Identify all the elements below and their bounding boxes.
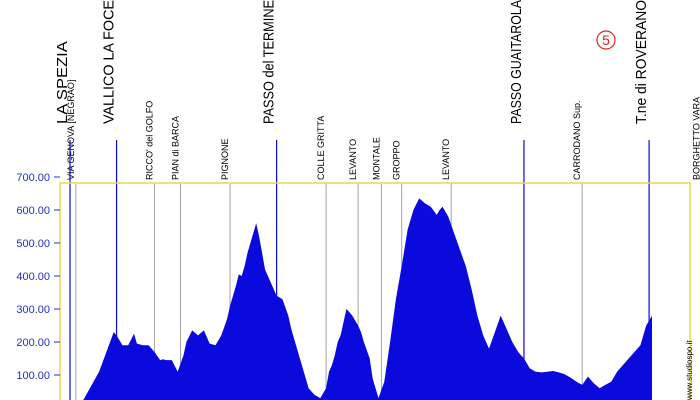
waypoint-label: PIGNONE [220, 138, 230, 180]
y-tick-label: 500.00 [16, 238, 50, 250]
waypoint-label: VALLICO LA FOCE [101, 0, 118, 124]
y-tick-label: 300.00 [16, 304, 50, 316]
y-axis: 100.00 200.00 300.00 400.00 500.00 600.00 700.… [16, 172, 60, 382]
credit-text: www.studiospo.it [685, 340, 694, 400]
waypoint-label: PASSO del TERMINE [261, 0, 278, 124]
plot-frame [59, 182, 691, 400]
waypoint-label: MONTALE [371, 137, 381, 180]
waypoint-label: PIAN di BARCA [171, 116, 181, 180]
stage-badge: 5 [596, 30, 616, 50]
elevation-area [70, 198, 652, 400]
waypoint-label: PASSO GUAITAROLA [508, 0, 525, 124]
waypoint-label: RICCO' del GOLFO [144, 101, 154, 180]
waypoint-label: COLLE GRITTA [316, 116, 326, 180]
y-tick-label: 700.00 [16, 172, 50, 184]
y-tick-label: 100.00 [16, 370, 50, 382]
waypoint-label: CARRODANO Sup. [572, 100, 582, 180]
waypoint-label: BORGHETTO VARA [691, 97, 700, 180]
y-tick-label: 600.00 [16, 205, 50, 217]
waypoint-label: GROPPO [392, 140, 402, 180]
waypoint-label: LA SPEZIA [54, 41, 71, 124]
waypoint-label: LEVANTO [348, 139, 358, 180]
waypoint-label: T.ne di ROVERANO [633, 0, 650, 124]
y-tick-label: 400.00 [16, 271, 50, 283]
y-tick-label: 200.00 [16, 337, 50, 349]
waypoint-label: VIA GENOVA [NEGRAO] [66, 80, 76, 180]
stage-number: 5 [602, 32, 610, 48]
waypoint-label: LEVANTO [441, 139, 451, 180]
